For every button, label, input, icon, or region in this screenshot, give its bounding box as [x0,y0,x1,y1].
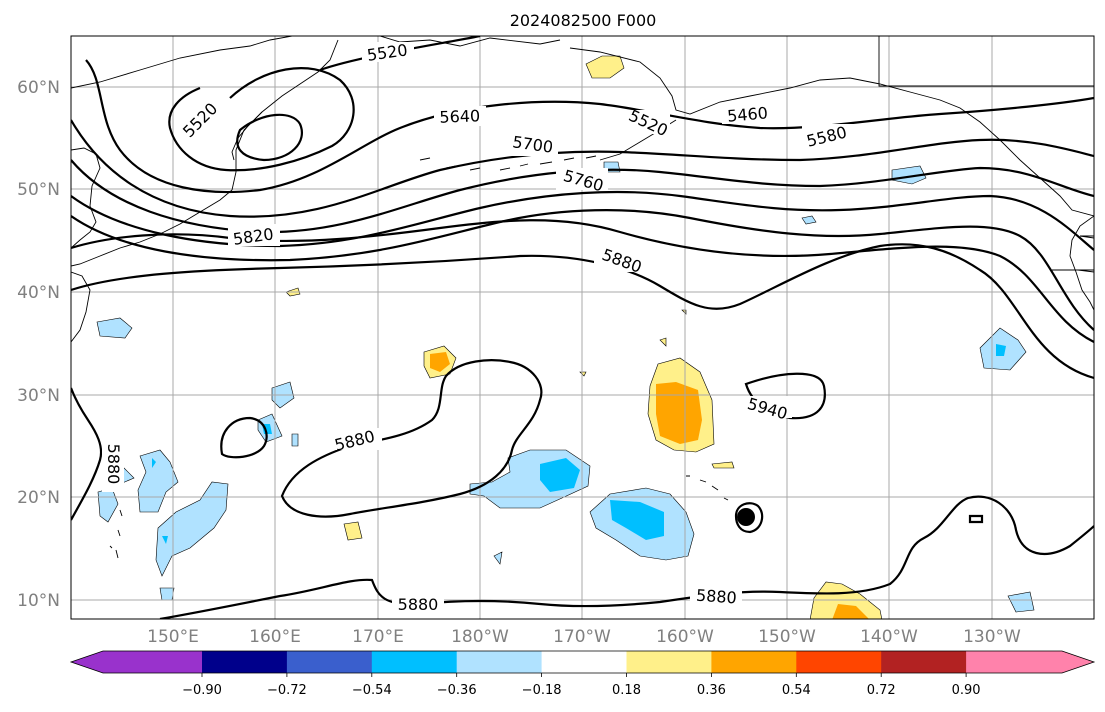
anomaly-light-yellow [285,55,883,619]
lon-label-160e: 160°E [249,627,301,647]
lon-label-160w: 160°W [656,627,714,647]
lat-label-50n: 50°N [17,180,60,200]
latitude-labels: 10°N 20°N 30°N 40°N 50°N 60°N [17,78,60,611]
map-area: 5520 5520 5520 5460 5580 5640 5700 5760 … [71,36,1094,619]
coastlines [71,36,1094,559]
colorbar-segment [881,651,967,673]
contour-label-5640: 5640 [439,106,480,126]
contour-5760 [71,209,1094,331]
contour-small-box [968,514,984,524]
colorbar-segment [541,651,627,673]
lat-label-40n: 40°N [17,283,60,303]
contour-labels: 5520 5520 5520 5460 5580 5640 5700 5760 … [102,40,854,614]
colorbar-tick-label: −0.90 [182,683,222,698]
map-frame [70,35,1095,620]
colorbar-under-segment [71,651,202,673]
longitude-labels: 150°E 160°E 170°E 180°W 170°W 160°W 150°… [147,627,1021,647]
lon-label-150w: 150°W [758,627,816,647]
colorbar-tick-label: 0.54 [782,683,811,698]
colorbar-segment [796,651,882,673]
colorbar-tick-label: 0.18 [612,683,641,698]
colorbar-segment [202,651,288,673]
colorbar-segment [711,651,797,673]
lon-label-180w: 180°W [451,627,509,647]
contour-storm [734,502,764,534]
lon-label-140w: 140°W [860,627,918,647]
contour-5580 [71,119,1094,218]
contour-5520-b [85,59,1094,194]
gridlines [71,36,1094,619]
lon-label-130w: 130°W [963,627,1021,647]
lon-label-170e: 170°E [352,627,404,647]
colorbar-outline [69,650,1096,674]
lon-label-150e: 150°E [147,627,199,647]
colorbar-segment [371,651,458,673]
colorbar-tick-label: 0.72 [867,683,896,698]
colorbar-tick-label: −0.72 [267,683,307,698]
colorbar-tick-label: 0.36 [697,683,726,698]
colorbar-segment [626,651,712,673]
lat-label-60n: 60°N [17,78,60,98]
colorbar: −0.90 −0.72 −0.54 −0.36 −0.18 0.18 0.36 0.54 0.7… [69,650,1096,698]
contour-5520-closed [236,113,303,162]
map-title: 2024082500 F000 [510,11,657,30]
colorbar-tick-label: −0.36 [437,683,477,698]
colorbar-tick-label: 0.90 [952,683,981,698]
contour-label-5880-south: 5880 [398,595,439,614]
colorbar-segment [456,651,543,673]
colorbar-tick-label: −0.18 [522,683,562,698]
lat-label-10n: 10°N [17,591,60,611]
contour-5880-main [71,243,1094,380]
contour-5520-a [168,67,355,172]
colorbar-over-segment [966,651,1094,673]
contour-label-5460: 5460 [726,103,768,125]
anomaly-sky-blue [152,344,1006,544]
lat-label-30n: 30°N [17,386,60,406]
anomaly-light-blue [96,161,1035,613]
contour-5880-ridge [280,359,543,518]
lon-label-170w: 170°W [553,627,611,647]
contour-5880-left [71,387,103,521]
storm-marker [737,508,755,526]
colorbar-segment [286,651,373,673]
contour-label-5880-southeast: 5880 [695,586,737,608]
anomaly-shading [96,55,1035,619]
contour-5880-west [220,416,268,459]
contour-label-5880-west: 5880 [104,444,123,485]
lat-label-20n: 20°N [17,488,60,508]
colorbar-tick-label: −0.54 [352,683,392,698]
